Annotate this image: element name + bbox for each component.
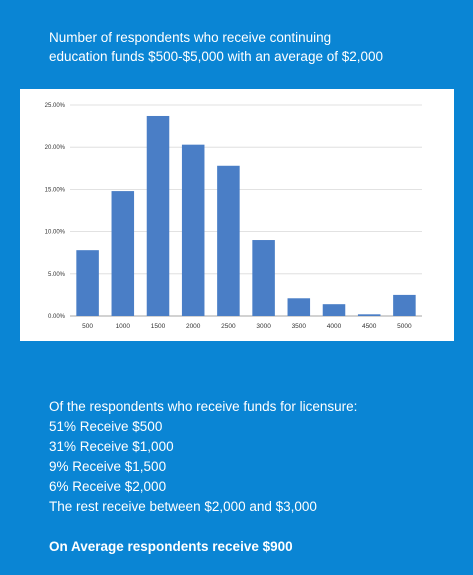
licensure-item-5: The rest receive between $2,000 and $3,0… — [49, 499, 317, 514]
y-tick-label: 15.00% — [45, 187, 66, 193]
y-tick-label: 5.00% — [48, 272, 66, 278]
bar-1500 — [146, 115, 170, 316]
bar-2500 — [217, 165, 240, 316]
x-tick-label: 4500 — [362, 323, 377, 330]
y-tick-label: 20.00% — [45, 145, 66, 151]
x-tick-label: 2000 — [186, 323, 201, 330]
licensure-item-3: 9% Receive $1,500 — [49, 459, 167, 474]
y-tick-label: 25.00% — [45, 103, 66, 109]
x-tick-label: 5000 — [397, 323, 412, 330]
bar-3500 — [287, 298, 311, 316]
bar-1000 — [111, 191, 135, 316]
bar-chart: 0.00% 5.00% 10.00% 15.00% 20.00% 25.00% 500 100… — [45, 103, 422, 330]
x-tick-label: 2500 — [221, 323, 236, 330]
bar-500 — [76, 250, 99, 316]
x-tick-label: 1000 — [116, 323, 131, 330]
licensure-summary: On Average respondents receive $900 — [49, 539, 293, 554]
bar-5000 — [393, 294, 416, 316]
x-tick-label: 4000 — [327, 323, 342, 330]
y-tick-label: 10.00% — [45, 230, 66, 236]
licensure-item-2: 31% Receive $1,000 — [49, 439, 174, 454]
licensure-intro: Of the respondents who receive funds for… — [49, 399, 358, 414]
bar-2000 — [181, 144, 205, 316]
licensure-item-4: 6% Receive $2,000 — [49, 479, 167, 494]
page-title: Number of respondents who receive contin… — [49, 28, 449, 66]
chart-card: 0.00% 5.00% 10.00% 15.00% 20.00% 25.00% 500 100… — [20, 89, 454, 341]
bar-4500 — [357, 314, 381, 316]
licensure-item-1: 51% Receive $500 — [49, 419, 163, 434]
title-line-1: Number of respondents who receive contin… — [49, 30, 332, 45]
x-tick-label: 500 — [82, 323, 93, 330]
bar-3000 — [252, 240, 275, 316]
licensure-info: Of the respondents who receive funds for… — [49, 397, 459, 557]
y-tick-label: 0.00% — [48, 314, 66, 320]
bar-4000 — [322, 304, 346, 316]
x-tick-label: 1500 — [151, 323, 166, 330]
x-tick-label: 3500 — [292, 323, 307, 330]
x-tick-label: 3000 — [256, 323, 271, 330]
title-line-2: education funds $500-$5,000 with an aver… — [49, 49, 384, 64]
